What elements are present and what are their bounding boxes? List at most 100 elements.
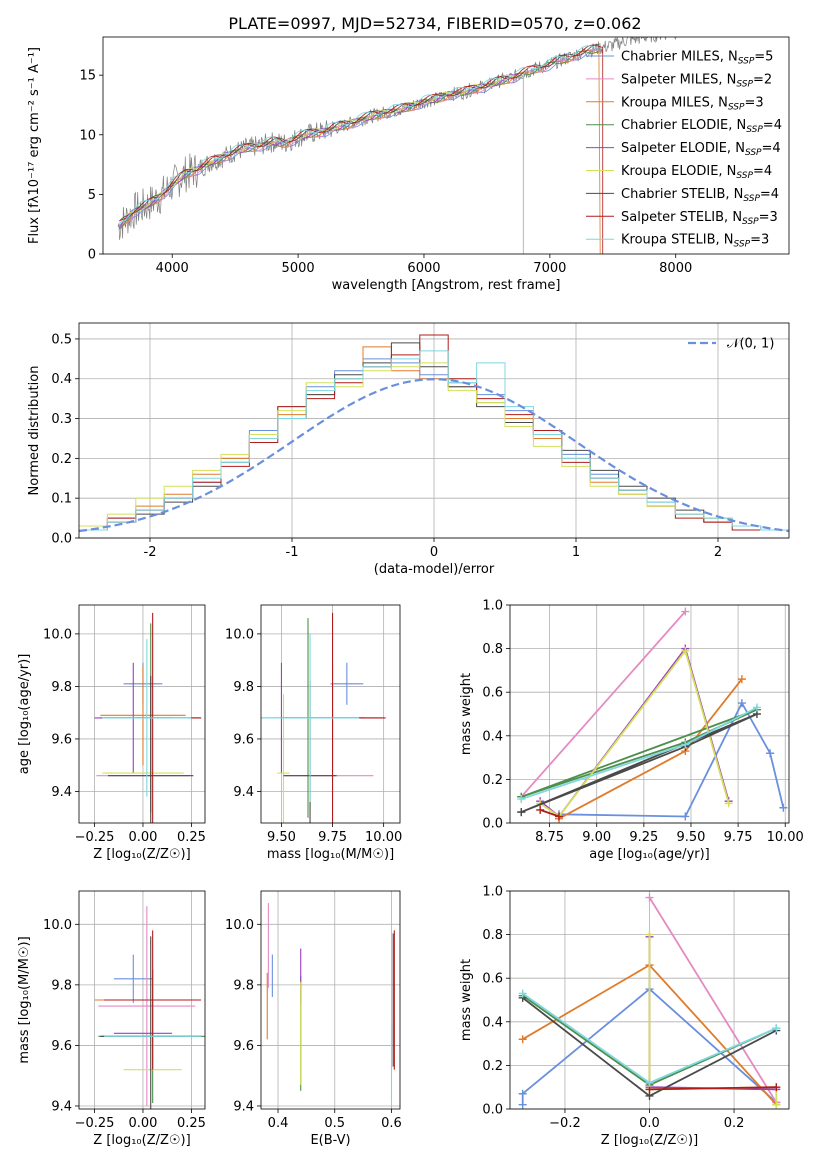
age-weight-marker: [517, 795, 526, 804]
model-spectrum-7: [119, 44, 604, 254]
age-weight-line-3: [520, 708, 758, 798]
residuals-xlabel: (data-model)/error: [374, 562, 495, 577]
z-mass-plot: [94, 906, 205, 1109]
z-age-plot: [94, 612, 202, 823]
age-weight-axes: 8.75 9.00 9.25 9.50 9.75 10.00 0.0 0.2 0.4 0.6 0.8…: [482, 599, 804, 846]
figure-title: PLATE=0997, MJD=52734, FIBERID=0570, z=0…: [228, 14, 641, 33]
age-weight-xtick-label: 9.75: [724, 830, 753, 845]
z-weight-frame: [509, 890, 790, 1110]
age-weight-line-7: [539, 809, 560, 818]
age-weight-line-0: [558, 701, 785, 818]
z-mass-ytick-label: 10.0: [43, 918, 72, 933]
age-weight-ytick-label: 0.0: [482, 817, 503, 832]
z-mass-ylabel: mass [log₁₀(M/M☉)]: [17, 936, 32, 1063]
residuals-ytick-label: 0.2: [51, 452, 72, 467]
z-age-xtick-label: −0.25: [75, 830, 115, 845]
legend-label: Salpeter STELIB, NSSP=3: [621, 210, 778, 227]
spectrum-ytick-label: 15: [79, 69, 96, 84]
model-spectrum-2: [119, 50, 601, 254]
age-weight-xtick-label: 9.00: [582, 830, 611, 845]
z-weight-marker: [518, 1100, 527, 1109]
age-weight-xlabel: age [log₁₀(age/yr)]: [589, 847, 710, 862]
ebv-mass-xtick-label: 0.6: [381, 1116, 402, 1131]
model-spectrum-6: [119, 43, 599, 222]
age-weight-marker: [517, 808, 526, 817]
spectrum-ylabel: Flux [fλ10⁻¹⁷ erg cm⁻² s⁻¹ A⁻¹]: [27, 47, 42, 244]
residuals-xtick-label: -1: [286, 545, 299, 560]
spectrum-ytick-label: 10: [79, 128, 96, 143]
age-weight-marker: [681, 812, 690, 821]
z-weight-ytick-label: 0.0: [482, 1103, 503, 1118]
spectrum-xlabel: wavelength [Angstrom, rest frame]: [332, 278, 561, 293]
z-weight-marker: [645, 893, 654, 902]
z-weight-line-4: [648, 936, 777, 1091]
mass-age-xlabel: mass [log₁₀(M/M☉)]: [267, 847, 394, 862]
z-weight-marker: [518, 1089, 527, 1098]
spectrum-ytick-label: 0: [88, 248, 96, 263]
legend-label: Chabrier ELODIE, NSSP=4: [621, 118, 782, 135]
spectrum-xtick-label: 7000: [533, 261, 566, 276]
z-weight-xlabel: Z [log₁₀(Z/Z☉)]: [601, 1133, 698, 1148]
z-mass-ytick-label: 9.4: [51, 1099, 72, 1114]
legend-label: Salpeter MILES, NSSP=2: [621, 72, 772, 89]
z-weight-ytick-label: 0.2: [482, 1059, 503, 1074]
age-weight-plot: [517, 607, 788, 823]
model-spectrum-4: [119, 74, 524, 254]
age-weight-ytick-label: 0.6: [482, 686, 503, 701]
age-weight-xtick-label: 8.75: [535, 830, 564, 845]
z-mass-frame: [78, 890, 206, 1110]
spectrum-xtick-label: 5000: [282, 261, 315, 276]
age-weight-xtick-label: 9.25: [629, 830, 658, 845]
residuals-frame: [78, 322, 790, 539]
residuals-ylabel: Normed distribution: [27, 366, 42, 496]
z-weight-ytick-label: 1.0: [482, 885, 503, 900]
z-weight-plot: [518, 893, 781, 1109]
z-weight-line-7: [649, 1086, 777, 1091]
age-weight-ytick-label: 0.8: [482, 642, 503, 657]
legend-label: Kroupa ELODIE, NSSP=4: [621, 164, 772, 181]
ebv-mass-ytick-label: 9.8: [233, 978, 254, 993]
mass-age-xtick-label: 9.50: [267, 830, 296, 845]
z-weight-axes: −0.2 0.0 0.2 0.0 0.2 0.4 0.6 0.8 1.0: [482, 885, 789, 1131]
ebv-mass-ytick-label: 9.4: [233, 1099, 254, 1114]
ebv-mass-ytick-label: 10.0: [225, 918, 254, 933]
mass-age-frame: [260, 604, 401, 824]
histogram-series-2: [79, 342, 789, 531]
z-weight-marker: [645, 930, 654, 939]
legend-label: Kroupa STELIB, NSSP=3: [621, 233, 769, 250]
age-weight-xtick-label: 10.00: [767, 830, 804, 845]
z-age-axes: −0.25 0.00 0.25 9.4 9.6 9.8 10.0: [43, 605, 206, 845]
residuals-xtick-label: 2: [714, 545, 722, 560]
age-weight-marker: [737, 675, 746, 684]
age-weight-line-1: [520, 610, 686, 798]
spectrum-frame: [102, 36, 790, 255]
residuals-xtick-label: 1: [572, 545, 580, 560]
z-weight-ytick-label: 0.8: [482, 928, 503, 943]
mass-age-ytick-label: 9.4: [233, 785, 254, 800]
z-mass-xtick-label: 0.00: [128, 1116, 157, 1131]
legend-label: Chabrier STELIB, NSSP=4: [621, 187, 779, 204]
age-weight-marker: [681, 607, 690, 616]
gaussian-curve: [79, 378, 789, 533]
z-weight-marker: [518, 989, 527, 998]
ebv-mass-xtick-label: 0.5: [324, 1116, 345, 1131]
z-mass-xlabel: Z [log₁₀(Z/Z☉)]: [93, 1133, 190, 1148]
z-weight-xtick-label: −0.2: [549, 1116, 581, 1131]
z-age-xtick-label: 0.00: [128, 830, 157, 845]
spectrum-xtick-label: 8000: [659, 261, 692, 276]
age-weight-ytick-label: 0.4: [482, 729, 503, 744]
age-weight-marker: [681, 740, 690, 749]
spectrum-ytick-label: 5: [88, 188, 96, 203]
z-age-ytick-label: 9.8: [51, 680, 72, 695]
spectrum-legend: Chabrier MILES, NSSP=5 Salpeter MILES, NS…: [586, 50, 782, 250]
z-age-ytick-label: 10.0: [43, 627, 72, 642]
age-weight-line-5: [539, 648, 730, 818]
residuals-xtick-label: -2: [144, 545, 157, 560]
ebv-mass-axes: 0.4 0.5 0.6 9.4 9.6 9.8 10.0: [225, 891, 402, 1131]
legend-label: Kroupa MILES, NSSP=3: [621, 95, 764, 112]
z-weight-xtick-label: 0.0: [639, 1116, 660, 1131]
ebv-mass-xlabel: E(B-V): [310, 1133, 350, 1148]
age-weight-line-6: [520, 713, 758, 813]
